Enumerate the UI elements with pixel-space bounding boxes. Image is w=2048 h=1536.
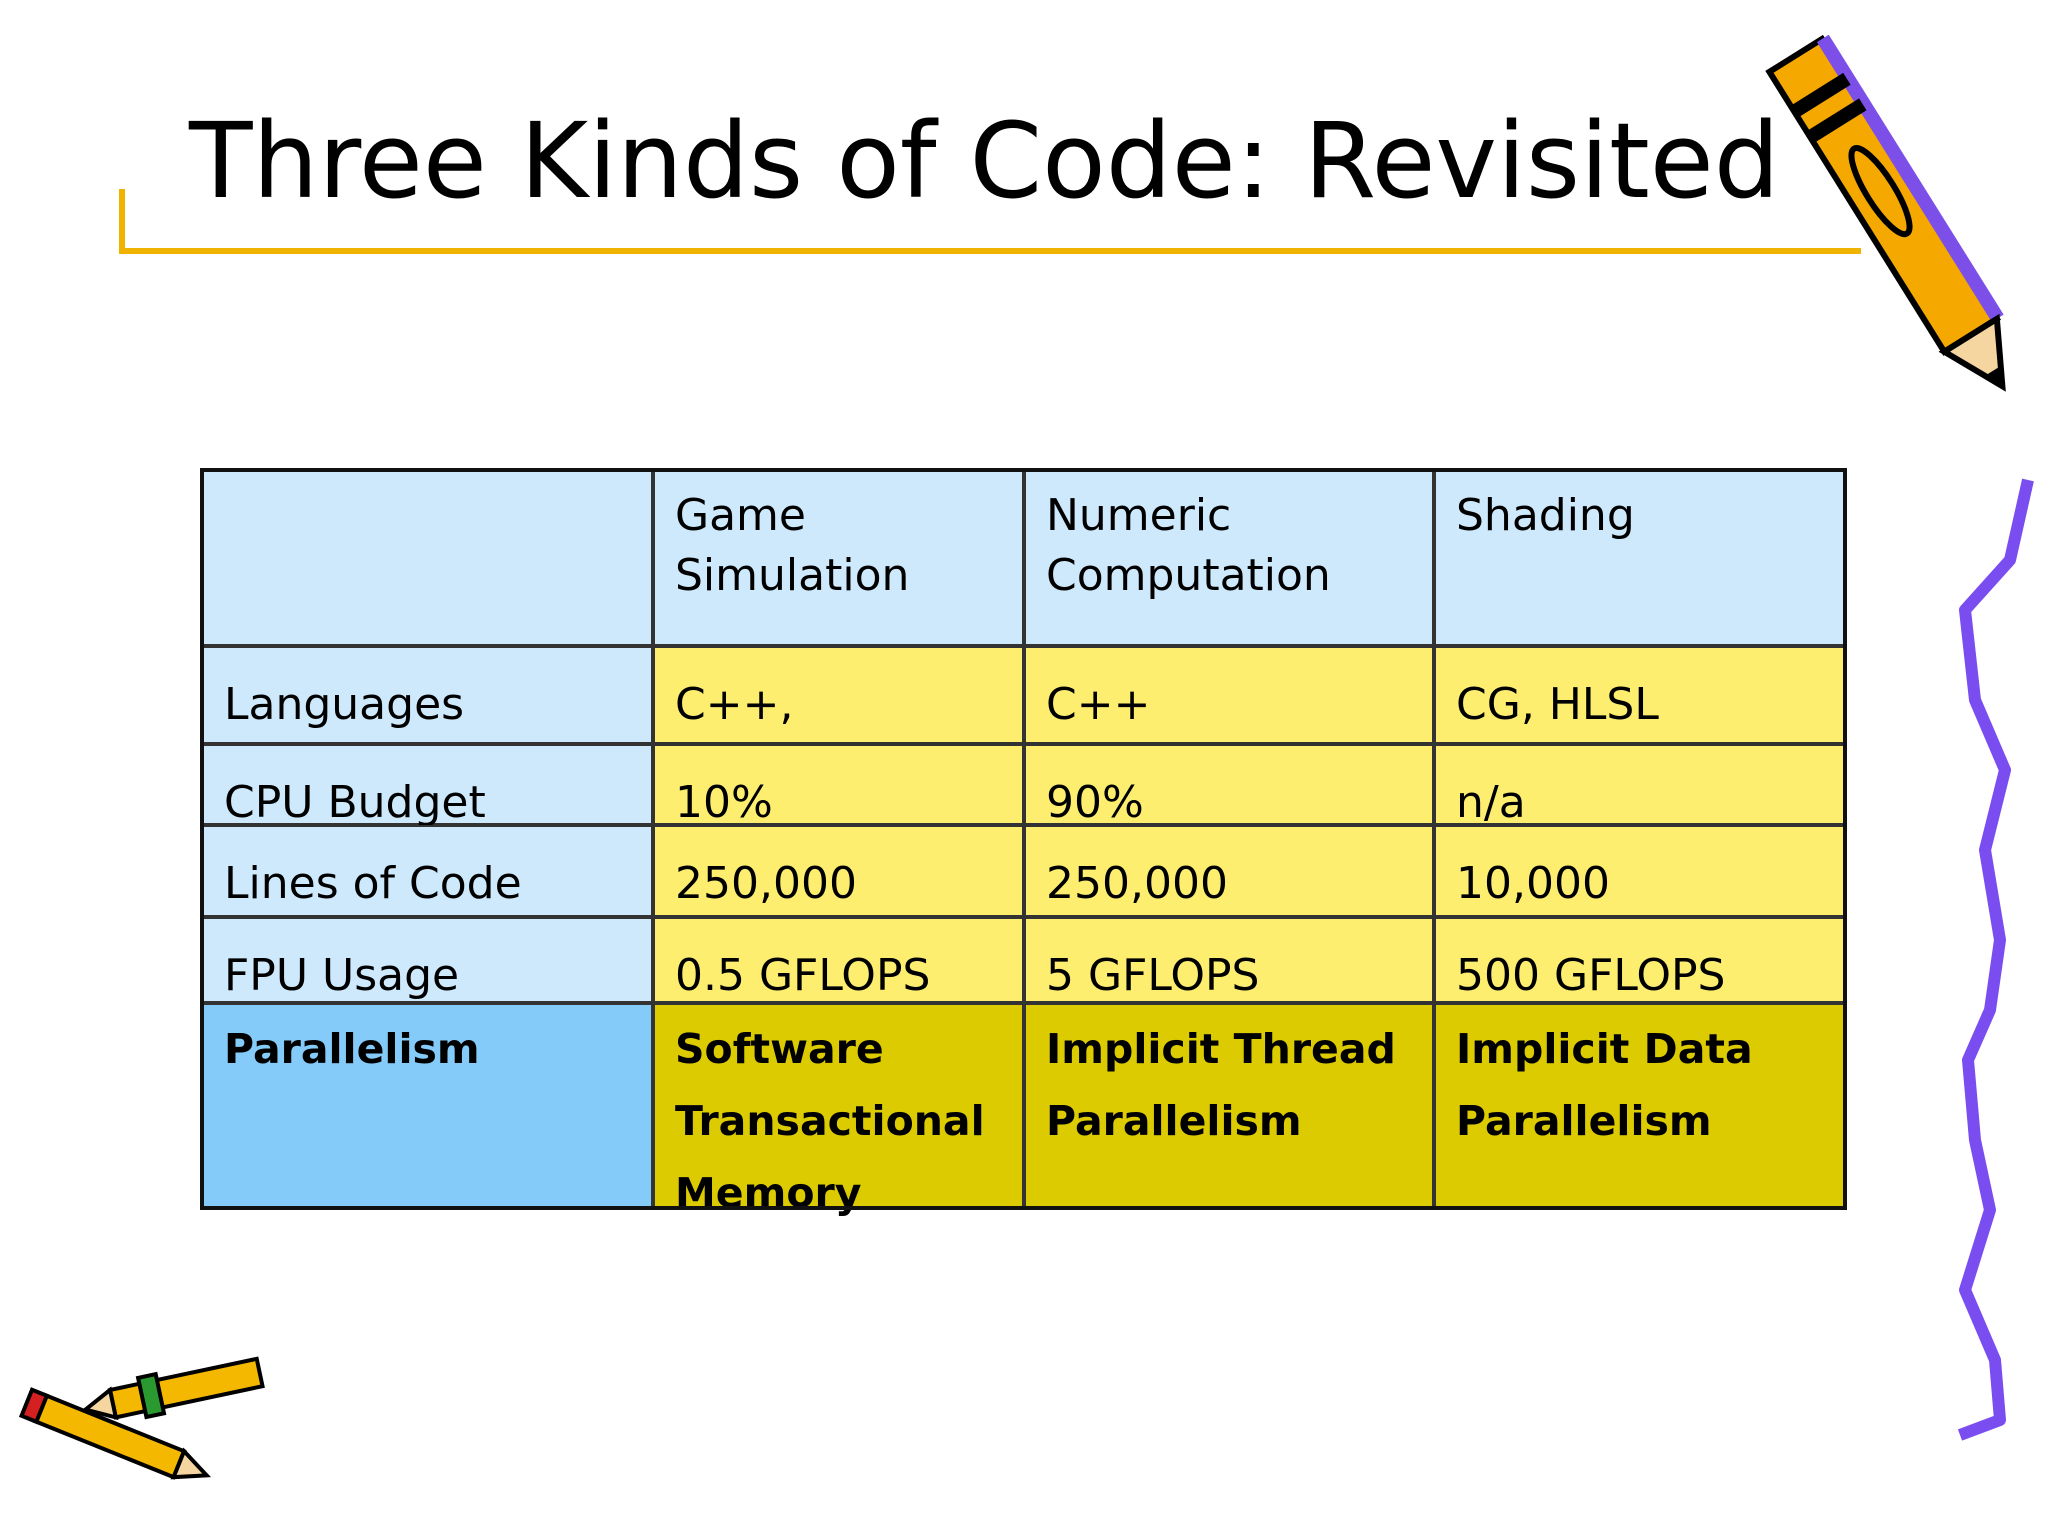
pencils-bottom: [18, 1356, 265, 1480]
header-corner: [202, 470, 653, 646]
table: Game Simulation Numeric Computation Shadin…: [202, 470, 1845, 1217]
table-cell: 500 GFLOPS: [1434, 917, 1845, 1003]
table-cell: 10,000: [1434, 825, 1845, 917]
table-cell: 0.5 GFLOPS: [653, 917, 1024, 1003]
column-header: Shading: [1434, 470, 1845, 646]
table-cell: Implicit Thread Parallelism: [1024, 1003, 1434, 1208]
table-cell: C++: [1024, 646, 1434, 744]
squiggle: [1957, 478, 2034, 1441]
table-cell: 5 GFLOPS: [1024, 917, 1434, 1003]
table-cell: 250,000: [1024, 825, 1434, 917]
table-cell: C++, Scripting: [653, 646, 1024, 808]
row-label: Parallelism: [202, 1003, 653, 1208]
slide-title: Three Kinds of Code: Revisited: [189, 100, 1780, 222]
table-cell: 10%: [653, 744, 1024, 828]
table-cell: 250,000: [653, 825, 1024, 917]
row-label: Lines of Code: [202, 825, 653, 917]
table-cell: n/a: [1434, 744, 1845, 828]
title-underline: [119, 189, 1861, 254]
column-header: Game Simulation: [653, 470, 1024, 646]
table-cell: Software Transactional Memory: [653, 1003, 1024, 1217]
table-cell: Implicit Data Parallelism: [1434, 1003, 1845, 1208]
column-header: Numeric Computation: [1024, 470, 1434, 646]
table-cell: CG, HLSL: [1434, 646, 1845, 744]
pencil-top: [1765, 34, 2006, 392]
row-label: Languages: [202, 646, 653, 744]
table-cell: 90%: [1024, 744, 1434, 828]
row-label: FPU Usage: [202, 917, 653, 1003]
row-label: CPU Budget: [202, 744, 653, 828]
